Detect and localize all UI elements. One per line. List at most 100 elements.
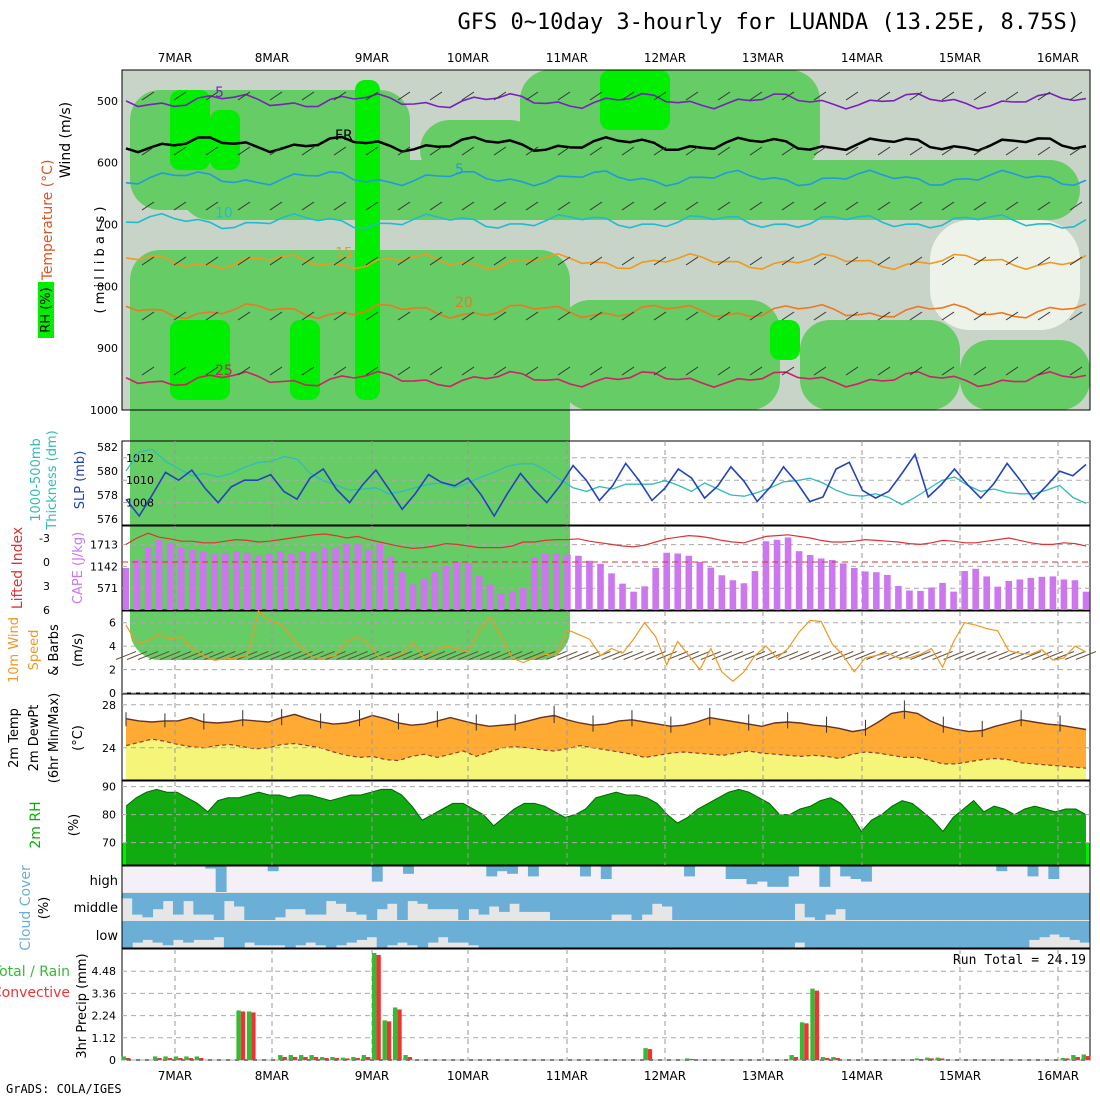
cloud-cell-low bbox=[193, 921, 205, 940]
wind-barb bbox=[1069, 366, 1083, 376]
wind-barb bbox=[877, 311, 891, 321]
cloud-cell-middle bbox=[488, 893, 500, 907]
contour-label-2: 5 bbox=[455, 162, 464, 178]
wind-barb bbox=[461, 201, 475, 211]
wind-barb bbox=[877, 201, 891, 211]
panel-slp-frame bbox=[121, 440, 1091, 526]
wind-barb bbox=[717, 91, 731, 101]
precip-total-bar bbox=[299, 1055, 304, 1060]
cape-bar bbox=[762, 541, 770, 610]
wind-barb bbox=[973, 256, 987, 266]
wind-barb bbox=[877, 366, 891, 376]
cloud-cell-low bbox=[519, 921, 531, 948]
cloud-cell-low bbox=[672, 921, 683, 948]
cloud-cell-low bbox=[692, 921, 704, 948]
cloud-cell-middle bbox=[335, 893, 347, 904]
wind-barb bbox=[557, 366, 571, 376]
cloud-cell-middle bbox=[499, 893, 510, 912]
wind-barb bbox=[493, 201, 507, 211]
wind-barb bbox=[941, 311, 955, 321]
cloud-axis-label: Cloud Cover bbox=[18, 865, 34, 951]
cloud-cell-low bbox=[774, 921, 785, 948]
cloud-cell-low bbox=[723, 921, 734, 948]
date-label-bottom-7: 14MAR bbox=[841, 1069, 883, 1083]
precip-convective-bar bbox=[407, 1057, 413, 1060]
cape-bar bbox=[895, 585, 902, 610]
contour-label-5: 20 bbox=[455, 295, 473, 311]
wind-barb bbox=[909, 201, 923, 211]
cloud-cell-low bbox=[702, 921, 714, 948]
cape-bar bbox=[508, 591, 516, 610]
cloud-cell-low bbox=[916, 921, 928, 948]
wind-barb bbox=[493, 256, 507, 266]
precip-total-bar bbox=[831, 1057, 836, 1060]
precip-total-bar bbox=[330, 1057, 335, 1060]
precip-tick-1: 1.12 bbox=[92, 1032, 117, 1045]
contour-4 bbox=[125, 252, 1087, 271]
cloud-cell-low bbox=[274, 921, 286, 946]
date-label-bottom-4: 11MAR bbox=[546, 1069, 588, 1083]
cloud-cell-middle bbox=[692, 893, 704, 920]
cloud-cell-low bbox=[590, 921, 602, 948]
wind-barb bbox=[653, 201, 667, 211]
chart-title: GFS 0~10day 3-hourly for LUANDA (13.25E,… bbox=[457, 10, 1080, 35]
cloud-cell-middle bbox=[295, 893, 306, 910]
cloud-cell-high bbox=[756, 866, 768, 882]
wind-barb bbox=[301, 366, 315, 376]
cloud-cell-low bbox=[549, 921, 561, 948]
wind-barb bbox=[845, 91, 859, 101]
wind-unit-label: (m/s) bbox=[71, 633, 86, 667]
wind-barb bbox=[1037, 91, 1051, 101]
cape-bar bbox=[862, 571, 869, 610]
lifted-index-axis-label: Lifted Index bbox=[10, 527, 26, 609]
pressure-axis-label: ( m i l l i b a r s ) bbox=[93, 207, 108, 314]
li-tick-1: 0 bbox=[43, 556, 50, 569]
wind-speed-line bbox=[125, 609, 1087, 683]
cloud-cell-middle bbox=[570, 893, 582, 920]
wind-barb bbox=[1037, 366, 1051, 376]
date-label-top-4: 11MAR bbox=[546, 51, 588, 65]
cloud-cell-low bbox=[743, 921, 755, 948]
rh-moist-region-2 bbox=[560, 300, 780, 410]
surface-wind-barb bbox=[479, 651, 501, 660]
precip-total-bar bbox=[925, 1057, 930, 1060]
cloud-cell-middle bbox=[662, 893, 673, 907]
cloud-cell-middle bbox=[315, 893, 327, 915]
cape-bar bbox=[575, 555, 582, 610]
surface-wind-barb bbox=[424, 651, 446, 660]
surface-wind-barb bbox=[667, 651, 688, 660]
wind-barb bbox=[333, 256, 347, 266]
wind-barb bbox=[301, 311, 315, 321]
wind-barb bbox=[173, 311, 187, 321]
cape-bar bbox=[983, 576, 990, 610]
rh-saturated-region-3 bbox=[355, 80, 380, 400]
wind-barb bbox=[909, 366, 923, 376]
cape-bar bbox=[299, 551, 306, 610]
wind-barb bbox=[557, 311, 571, 321]
pressure-tick-1: 600 bbox=[97, 157, 118, 170]
cape-bar bbox=[464, 563, 472, 610]
cloud-cell-middle bbox=[213, 893, 225, 920]
cloud-cell-middle bbox=[753, 893, 765, 920]
surface-wind-barb bbox=[281, 651, 302, 660]
cape-bar bbox=[564, 554, 571, 610]
wind-barb bbox=[461, 311, 475, 321]
wind-barb bbox=[429, 366, 443, 376]
cloud-cell-low bbox=[285, 921, 296, 948]
rh-moist-region-6 bbox=[180, 160, 1080, 220]
precip-convective-bar bbox=[199, 1058, 204, 1060]
wind-barb bbox=[941, 256, 955, 266]
precip-convective-bar bbox=[324, 1058, 329, 1060]
cloud-cell-middle bbox=[702, 893, 714, 920]
wind-barb bbox=[685, 311, 699, 321]
surface-wind-barb bbox=[270, 651, 291, 660]
cloud-cell-low bbox=[794, 921, 806, 943]
wind-barb bbox=[1005, 311, 1019, 321]
cloud-cell-low bbox=[804, 921, 816, 948]
wind-barb bbox=[365, 201, 379, 211]
wind-barb bbox=[429, 201, 443, 211]
cape-bar bbox=[1071, 580, 1079, 610]
cloud-cell-middle bbox=[1079, 893, 1091, 920]
cloud-cell-low bbox=[1039, 921, 1050, 938]
